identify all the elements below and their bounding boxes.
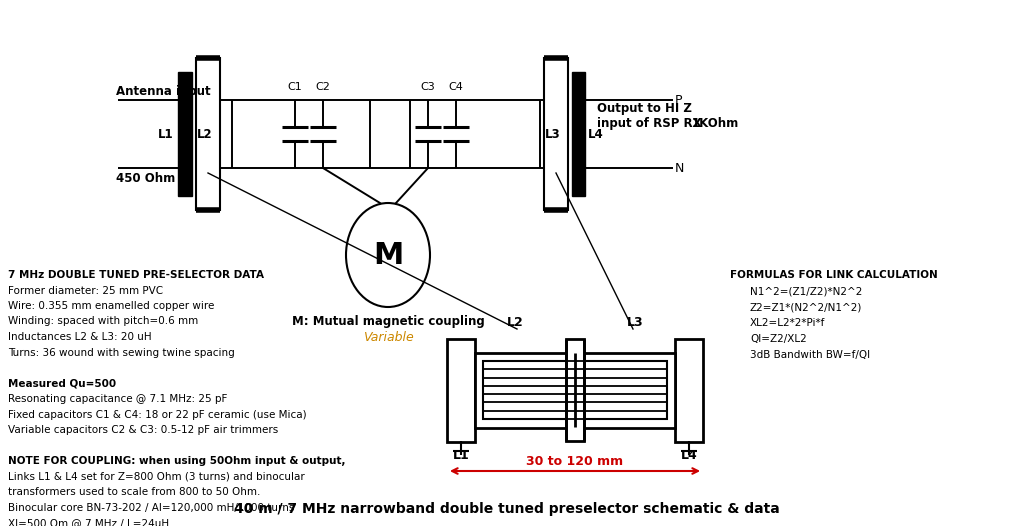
Text: FORMULAS FOR LINK CALCULATION: FORMULAS FOR LINK CALCULATION	[730, 270, 938, 280]
Bar	[675, 339, 703, 442]
Text: L3: L3	[545, 127, 560, 140]
Bar	[544, 58, 568, 210]
Text: N1^2=(Z1/Z2)*N2^2: N1^2=(Z1/Z2)*N2^2	[750, 286, 863, 296]
Bar	[572, 72, 585, 196]
Text: L2: L2	[506, 316, 524, 329]
Text: Z2=Z1*(N2^2/N1^2): Z2=Z1*(N2^2/N1^2)	[750, 302, 863, 312]
Text: C3: C3	[420, 82, 435, 92]
Text: 3dB Bandwith BW=f/Ql: 3dB Bandwith BW=f/Ql	[750, 350, 870, 360]
Bar	[566, 339, 584, 441]
Text: L3: L3	[626, 316, 644, 329]
Ellipse shape	[346, 203, 430, 307]
Text: Xl=500 Om @ 7 MHz / L=24uH: Xl=500 Om @ 7 MHz / L=24uH	[8, 518, 170, 526]
Text: L4: L4	[588, 127, 604, 140]
Text: C2: C2	[316, 82, 331, 92]
Text: L2: L2	[197, 127, 212, 140]
Text: Wire: 0.355 mm enamelled copper wire: Wire: 0.355 mm enamelled copper wire	[8, 301, 214, 311]
Text: Variable: Variable	[362, 331, 413, 344]
Text: 1KOhm: 1KOhm	[692, 117, 739, 130]
Bar	[483, 361, 667, 419]
Text: L1: L1	[158, 127, 174, 140]
Text: M: M	[373, 240, 403, 269]
Bar	[447, 339, 475, 442]
Text: Turns: 36 wound with sewing twine spacing: Turns: 36 wound with sewing twine spacin…	[8, 348, 234, 358]
Text: M: Mutual magnetic coupling: M: Mutual magnetic coupling	[291, 315, 484, 328]
Text: Former diameter: 25 mm PVC: Former diameter: 25 mm PVC	[8, 286, 163, 296]
Text: Fixed capacitors C1 & C4: 18 or 22 pF ceramic (use Mica): Fixed capacitors C1 & C4: 18 or 22 pF ce…	[8, 410, 307, 420]
Text: P: P	[675, 94, 682, 106]
Text: C1: C1	[287, 82, 302, 92]
Bar	[196, 58, 220, 210]
Bar	[475, 353, 675, 428]
Text: XL2=L2*2*Pi*f: XL2=L2*2*Pi*f	[750, 318, 825, 328]
Text: C4: C4	[449, 82, 464, 92]
Text: Winding: spaced with pitch=0.6 mm: Winding: spaced with pitch=0.6 mm	[8, 317, 198, 327]
Text: Binocular core BN-73-202 / Al=120,000 mH/1000 turns: Binocular core BN-73-202 / Al=120,000 mH…	[8, 502, 294, 512]
Text: NOTE FOR COUPLING: when using 50Ohm input & output,: NOTE FOR COUPLING: when using 50Ohm inpu…	[8, 456, 345, 466]
Text: Measured Qu=500: Measured Qu=500	[8, 379, 116, 389]
Bar	[178, 72, 192, 196]
Text: 40 m / 7 MHz narrowband double tuned preselector schematic & data: 40 m / 7 MHz narrowband double tuned pre…	[234, 502, 780, 516]
Text: 30 to 120 mm: 30 to 120 mm	[527, 455, 623, 468]
Text: Inductances L2 & L3: 20 uH: Inductances L2 & L3: 20 uH	[8, 332, 151, 342]
Text: L4: L4	[681, 449, 697, 462]
Text: Ql=Z2/XL2: Ql=Z2/XL2	[750, 334, 807, 344]
Text: 450 Ohm: 450 Ohm	[116, 172, 176, 185]
Text: Antenna input: Antenna input	[116, 85, 211, 98]
Text: Variable capacitors C2 & C3: 0.5-12 pF air trimmers: Variable capacitors C2 & C3: 0.5-12 pF a…	[8, 425, 278, 435]
Text: 7 MHz DOUBLE TUNED PRE-SELECTOR DATA: 7 MHz DOUBLE TUNED PRE-SELECTOR DATA	[8, 270, 264, 280]
Text: Output to HI Z: Output to HI Z	[597, 102, 692, 115]
Text: Resonating capacitance @ 7.1 MHz: 25 pF: Resonating capacitance @ 7.1 MHz: 25 pF	[8, 394, 227, 404]
Text: L1: L1	[453, 449, 469, 462]
Text: input of RSP RX: input of RSP RX	[597, 117, 701, 130]
Text: transformers used to scale from 800 to 50 Ohm.: transformers used to scale from 800 to 5…	[8, 487, 261, 497]
Text: N: N	[675, 161, 684, 175]
Text: Links L1 & L4 set for Z=800 Ohm (3 turns) and binocular: Links L1 & L4 set for Z=800 Ohm (3 turns…	[8, 471, 304, 481]
